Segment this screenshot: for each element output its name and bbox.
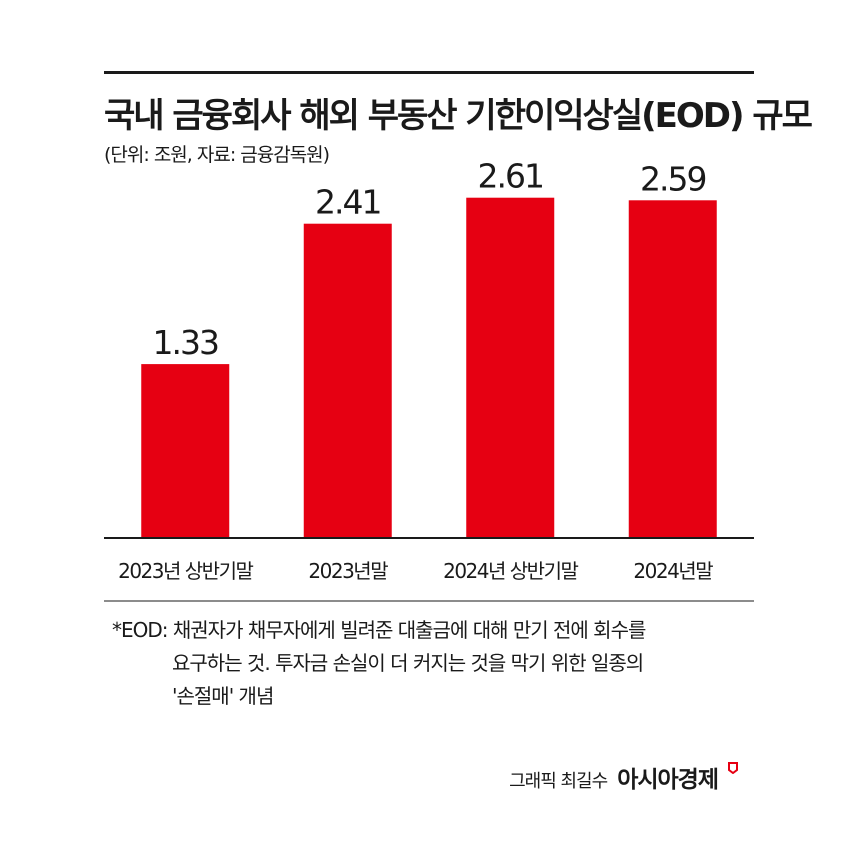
bar-1 <box>303 223 392 537</box>
bar-0 <box>141 364 230 537</box>
brand-mark-icon <box>728 762 738 774</box>
category-label-0: 2023년 상반기말 <box>118 559 253 583</box>
footnote-line-1: *EOD: 채권자가 채무자에게 빌려준 대출금에 대해 만기 전에 회수를 <box>112 618 646 642</box>
graphic-credit: 그래픽 최길수 <box>509 771 608 792</box>
footnote: *EOD: 채권자가 채무자에게 빌려준 대출금에 대해 만기 전에 회수를 요… <box>112 614 646 713</box>
footnote-line-2: 요구하는 것. 투자금 손실이 더 커지는 것을 막기 위한 일종의 <box>172 651 644 675</box>
value-label-1: 2.41 <box>315 183 380 222</box>
value-label-2: 2.61 <box>478 157 543 196</box>
chart-subtitle: (단위: 조원, 자료: 금융감독원) <box>104 144 330 166</box>
top-rule <box>104 71 754 74</box>
value-label-3: 2.59 <box>640 159 705 198</box>
category-label-3: 2024년말 <box>633 559 713 583</box>
footnote-line-3: '손절매' 개념 <box>172 684 274 708</box>
brand-logo: 아시아경제 <box>617 767 719 793</box>
chart-title: 국내 금융회사 해외 부동산 기한이익상실(EOD) 규모 <box>104 96 813 136</box>
category-label-2: 2024년 상반기말 <box>443 559 578 583</box>
category-label-1: 2023년말 <box>308 559 388 583</box>
value-label-0: 1.33 <box>153 323 218 362</box>
bar-2 <box>466 197 555 537</box>
credit: 그래픽 최길수 아시아경제 <box>509 760 738 794</box>
bar-3 <box>628 200 717 538</box>
